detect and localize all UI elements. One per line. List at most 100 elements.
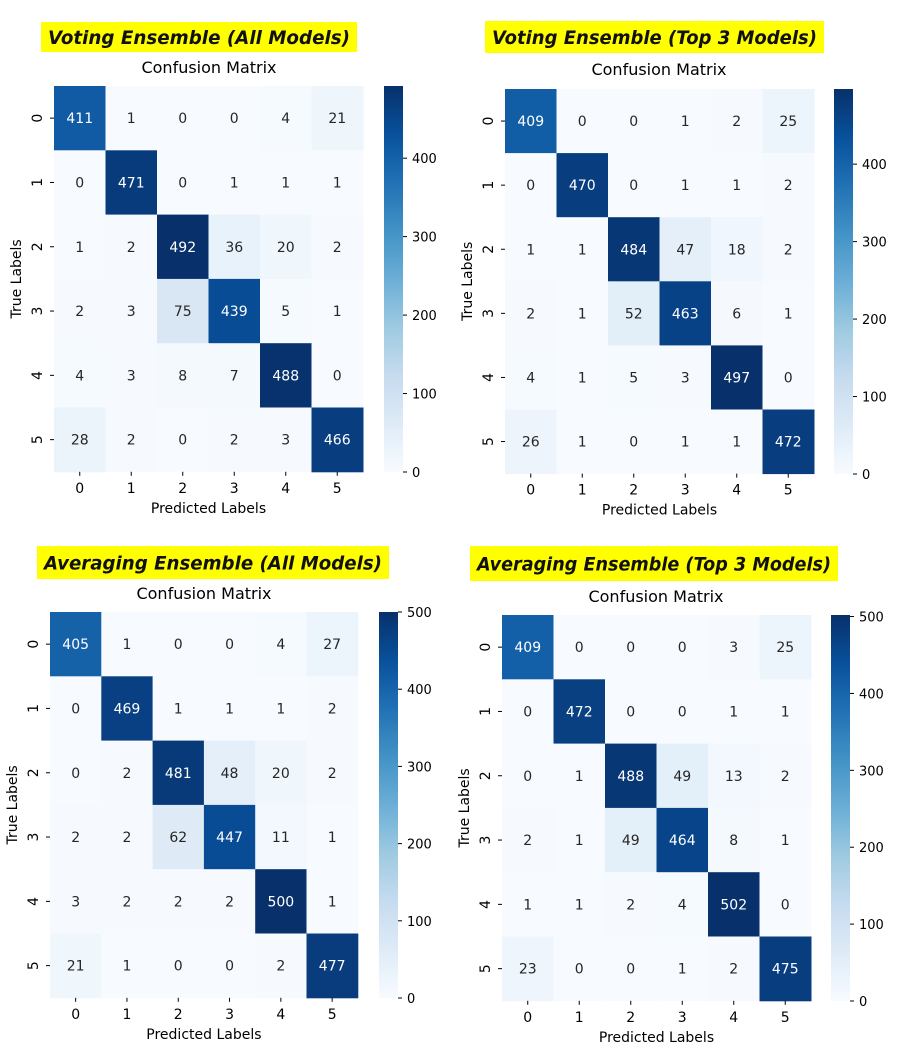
cell-value-label: 1 <box>276 701 285 717</box>
y-tick-label: 1 <box>478 707 494 716</box>
heatmap-panel-3: Averaging Ensemble (Top 3 Models) Confusi… <box>457 546 884 1046</box>
cell-value-label: 1 <box>122 959 131 975</box>
heatmap-cell <box>101 676 154 742</box>
cell-value-label: 6 <box>732 306 741 322</box>
x-tick-label: 4 <box>732 483 741 499</box>
cell-value-label: 0 <box>178 111 187 127</box>
colorbar-tick-label: 0 <box>412 466 420 481</box>
heatmap-cell <box>105 343 158 408</box>
heatmap-cell <box>157 150 209 216</box>
cell-value-label: 0 <box>225 959 234 975</box>
cell-value-label: 2 <box>784 242 793 258</box>
heatmap-cell <box>502 679 554 745</box>
cell-value-label: 11 <box>272 830 290 846</box>
heatmap-cell <box>553 807 606 873</box>
heatmap-panel-2: Averaging Ensemble (All Models) Confusion… <box>5 546 432 1043</box>
cell-value-label: 8 <box>178 368 187 384</box>
heatmap-cell <box>659 89 712 154</box>
cell-value-label: 464 <box>669 833 696 849</box>
x-tick-label: 1 <box>578 483 587 499</box>
heatmap-cell <box>502 743 554 809</box>
cell-value-label: 5 <box>281 304 290 320</box>
heatmap-cell <box>553 615 606 680</box>
colorbar-tick-label: 100 <box>862 391 887 406</box>
banner-title: Voting Ensemble (All Models) <box>48 27 350 49</box>
cell-value-label: 21 <box>67 959 85 975</box>
x-tick-label: 0 <box>523 1010 532 1026</box>
cell-value-label: 0 <box>578 114 587 130</box>
cell-value-label: 0 <box>333 368 342 384</box>
cell-value-label: 48 <box>221 766 239 782</box>
colorbar-tick-label: 200 <box>407 838 432 853</box>
heatmap-cell <box>260 343 312 408</box>
banner-highlight <box>470 546 838 581</box>
heatmap-cell <box>711 153 763 218</box>
x-tick-label: 5 <box>781 1010 790 1026</box>
cell-value-label: 405 <box>62 637 89 653</box>
cell-value-label: 469 <box>114 701 141 717</box>
cell-value-label: 471 <box>118 175 145 191</box>
cell-value-label: 497 <box>723 370 750 386</box>
y-tick-label: 1 <box>26 704 42 713</box>
cell-value-label: 3 <box>71 894 80 910</box>
cell-value-label: 409 <box>514 640 541 656</box>
cell-value-label: 1 <box>732 435 741 451</box>
heatmap-cell <box>255 676 307 742</box>
colorbar-tick-label: 400 <box>862 158 887 173</box>
cell-value-label: 3 <box>127 368 136 384</box>
cell-value-label: 0 <box>626 640 635 656</box>
heatmap-cell <box>762 89 815 154</box>
cell-value-label: 3 <box>681 370 690 386</box>
colorbar <box>384 86 403 472</box>
heatmap-cell <box>556 89 609 154</box>
heatmap-cell <box>656 743 709 809</box>
heatmap-cell <box>759 679 812 745</box>
heatmap-cell <box>656 679 709 745</box>
cell-value-label: 2 <box>784 178 793 194</box>
cell-value-label: 0 <box>575 640 584 656</box>
heatmap-cell <box>762 345 815 410</box>
heatmap-cell <box>306 676 359 742</box>
heatmap-cell <box>203 869 256 934</box>
banner-title: Voting Ensemble (Top 3 Models) <box>492 27 817 49</box>
heatmap-cell <box>203 612 256 677</box>
cell-value-label: 1 <box>681 178 690 194</box>
cell-value-label: 0 <box>174 959 183 975</box>
cell-value-label: 4 <box>281 111 290 127</box>
heatmap-cell <box>656 936 709 1002</box>
x-axis-label: Predicted Labels <box>599 1030 714 1046</box>
cell-value-label: 1 <box>523 897 532 913</box>
heatmap-cell <box>711 217 763 282</box>
heatmap-cell <box>556 153 609 218</box>
x-tick-label: 0 <box>75 481 84 497</box>
colorbar-tick-label: 100 <box>859 918 884 933</box>
cell-value-label: 18 <box>728 242 746 258</box>
cell-value-label: 0 <box>784 370 793 386</box>
x-tick-label: 0 <box>526 483 535 499</box>
banner-highlight <box>485 21 824 53</box>
y-axis-label: True Labels <box>457 768 473 848</box>
cell-value-label: 0 <box>678 640 687 656</box>
x-tick-label: 3 <box>678 1010 687 1026</box>
y-tick-label: 0 <box>481 117 497 126</box>
cell-value-label: 1 <box>230 175 239 191</box>
y-tick-label: 0 <box>30 114 46 123</box>
heatmap-cell <box>708 807 760 873</box>
heatmap-cell <box>105 86 158 151</box>
heatmap-cell <box>502 807 554 873</box>
y-tick-label: 1 <box>481 181 497 190</box>
heatmap-cell <box>711 281 763 346</box>
heatmap-cell <box>208 214 261 280</box>
heatmap-cell <box>556 409 609 475</box>
cell-value-label: 1 <box>575 769 584 785</box>
cell-value-label: 0 <box>626 704 635 720</box>
y-axis-label: True Labels <box>9 239 25 319</box>
cell-value-label: 447 <box>216 830 243 846</box>
heatmap-cell <box>255 869 307 934</box>
heatmap-cell <box>656 615 709 680</box>
x-tick-label: 3 <box>225 1007 234 1023</box>
heatmap-cell <box>203 933 256 999</box>
heatmap-cell <box>306 804 359 870</box>
cell-value-label: 2 <box>781 769 790 785</box>
colorbar-tick-label: 0 <box>862 468 870 483</box>
